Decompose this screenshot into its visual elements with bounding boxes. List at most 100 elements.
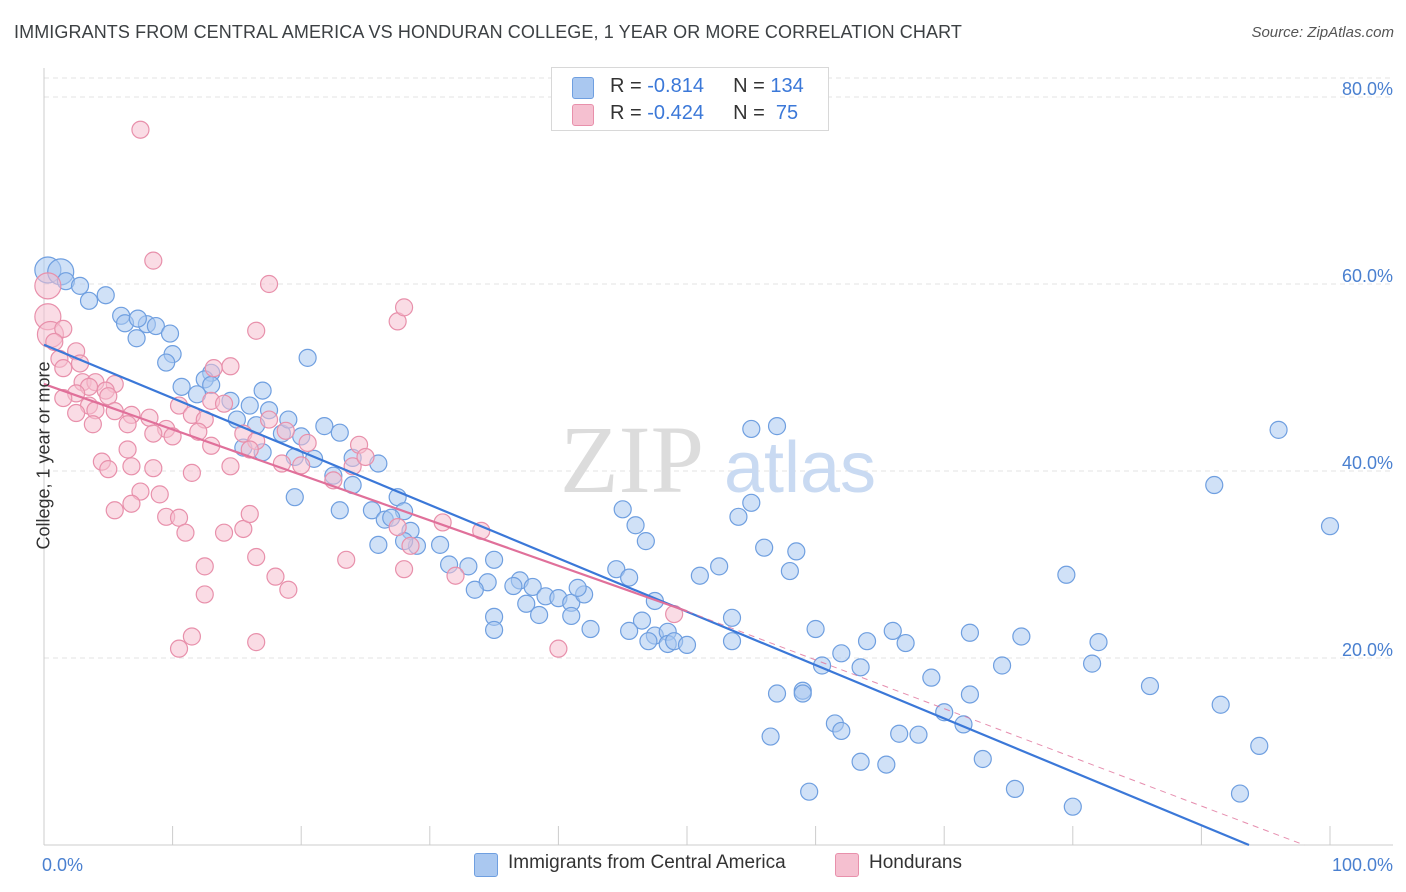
data-point-blue [1320,517,1340,536]
legend-n-value: 75 [770,102,799,124]
data-point-blue [1089,633,1108,652]
y-tick-label: 80.0% [1342,79,1393,99]
data-point-blue [742,419,761,439]
data-point-blue [127,329,146,348]
data-point-blue [70,276,90,295]
legend-n-value: 134 [770,75,804,97]
data-point-blue [1012,627,1031,646]
data-point-pink [195,557,214,576]
data-point-blue [1269,420,1288,439]
data-point-blue [806,619,825,639]
data-point-pink [144,459,163,478]
data-point-pink [169,508,189,527]
data-point-pink [176,523,195,542]
data-point-blue [1230,784,1250,803]
data-point-pink [182,627,201,646]
data-point-blue [632,611,652,630]
data-point-pink [163,427,182,446]
data-point-pink [221,457,240,476]
data-point-blue [877,755,896,774]
data-point-pink [204,359,223,378]
data-point-blue [909,725,928,744]
axis-layer [43,68,1393,846]
data-point-blue [992,656,1012,675]
stats-legend: R = -0.814 N = 134 R = -0.424 N = 75 [551,67,829,131]
source-label: Source: ZipAtlas.com [1251,24,1394,41]
data-point-blue [722,632,742,651]
data-point-blue [960,685,980,704]
data-point-pink [144,424,163,443]
data-point-blue [883,621,902,640]
data-point-blue [362,501,382,520]
data-point-blue [465,580,484,599]
data-point-blue [890,724,909,743]
data-point-blue [620,621,639,640]
data-point-pink [169,396,189,415]
data-point-pink [131,482,150,501]
y-tick-label: 20.0% [1342,640,1393,660]
trend-layer [43,343,1305,847]
data-point-blue [517,594,536,613]
data-point-blue [613,500,632,519]
tick-label-layer: 20.0% 40.0% 60.0% 80.0% 0.0% 100.0% [42,79,1393,875]
y-axis-label: College, 1 year or more [33,361,54,550]
data-point-blue [1211,695,1230,714]
points-layer [34,120,1340,816]
data-point-blue [626,516,645,535]
data-point-pink [34,272,62,300]
data-point-blue [761,727,780,746]
data-point-pink [195,585,214,604]
data-point-blue [690,566,709,585]
data-point-blue [780,561,799,581]
data-point-pink [279,580,298,599]
data-point-pink [247,547,266,567]
data-point-blue [1057,565,1076,584]
data-point-pink [131,120,150,139]
y-tick-label: 40.0% [1342,453,1393,473]
data-point-blue [896,633,915,653]
data-point-blue [562,606,581,626]
data-point-blue [581,619,600,639]
data-point-blue [607,560,626,579]
legend-swatch-blue [572,77,594,99]
data-point-pink [240,504,259,524]
data-point-pink [401,536,420,555]
data-point-blue [253,381,272,400]
legend-swatch-pink [572,104,594,126]
data-point-pink [266,567,285,586]
data-point-pink [221,357,240,376]
data-point-blue [755,538,774,557]
data-point-pink [240,440,259,459]
trendline-pink-extension [686,610,1305,846]
data-point-blue [157,353,176,372]
data-point-pink [214,394,234,413]
data-point-blue [832,644,851,663]
bottom-legend-label-blue: Immigrants from Central America [508,852,786,873]
data-point-blue [787,542,806,561]
trendline-pink [43,383,688,613]
legend-n-label: N = [733,102,771,124]
data-point-blue [620,568,639,587]
data-point-pink [169,639,189,658]
data-point-blue [710,557,729,576]
legend-r-value: -0.424 [647,102,704,124]
data-point-blue [793,684,812,703]
data-point-blue [160,324,180,343]
data-point-pink [234,519,253,539]
legend-r-value: -0.814 [647,75,704,97]
data-point-blue [639,632,658,651]
data-point-pink [247,633,266,652]
data-point-blue [960,623,980,642]
data-point-blue [742,493,761,512]
legend-r-label: R = [610,102,648,124]
data-point-blue [172,377,191,396]
data-point-pink [118,415,137,434]
data-point-pink [446,566,465,585]
legend-n-label: N = [733,75,771,97]
bottom-legend-label-pink: Hondurans [869,852,962,873]
watermark-zip: ZIP [560,406,704,513]
data-point-pink [259,410,279,429]
data-point-blue [636,532,655,551]
data-point-pink [276,421,295,440]
